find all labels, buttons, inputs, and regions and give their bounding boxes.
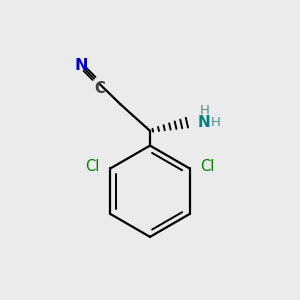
Text: C: C	[94, 81, 105, 96]
Text: N: N	[198, 115, 211, 130]
Text: H: H	[211, 116, 220, 128]
Text: H: H	[200, 104, 209, 117]
Text: N: N	[74, 58, 88, 73]
Text: Cl: Cl	[85, 158, 99, 173]
Text: ·: ·	[145, 122, 148, 132]
Text: Cl: Cl	[201, 158, 215, 173]
